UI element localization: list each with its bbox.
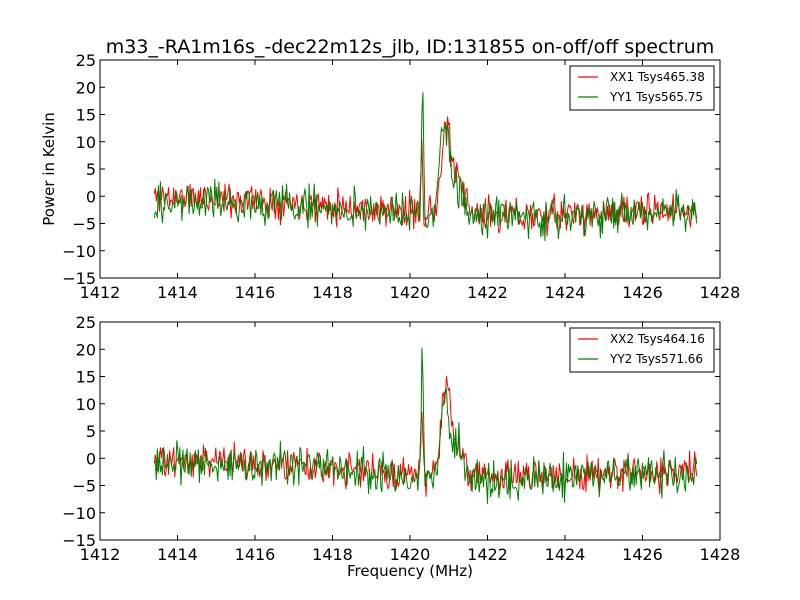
top-legend-box xyxy=(569,65,715,111)
y-tick-label: 15 xyxy=(76,368,96,387)
x-tick-label: 1422 xyxy=(467,545,508,564)
y-tick-label: 15 xyxy=(76,106,96,125)
bottom-spectrum-panel: 1412 1414 1416 1418 1420 1422 1424 1426 1428 −15 −… xyxy=(62,313,740,580)
bottom-legend-box xyxy=(569,327,715,373)
x-tick-label: 1420 xyxy=(390,283,431,302)
y-tick-label: 0 xyxy=(86,187,96,206)
series-line-yy1 xyxy=(153,92,698,242)
y-tick-label: 10 xyxy=(76,133,96,152)
top-legend-label-yy1: YY1 Tsys565.75 xyxy=(609,90,703,104)
bottom-ticks: 1412 1414 1416 1418 1420 1422 1424 1426 1428 −15 −… xyxy=(62,313,740,564)
x-tick-label: 1420 xyxy=(390,545,431,564)
y-tick-label: −5 xyxy=(72,215,96,234)
y-tick-label: 5 xyxy=(86,160,96,179)
bottom-legend-label-xx2: XX2 Tsys464.16 xyxy=(610,332,705,346)
y-tick-label: 25 xyxy=(76,313,96,332)
y-tick-label: 25 xyxy=(76,51,96,70)
x-tick-label: 1418 xyxy=(312,545,353,564)
bottom-plot-lines xyxy=(153,347,698,505)
x-tick-label: 1418 xyxy=(312,283,353,302)
figure-title: m33_-RA1m16s_-dec22m12s_jlb, ID:131855 o… xyxy=(106,36,715,58)
bottom-legend: XX2 Tsys464.16 YY2 Tsys571.66 xyxy=(569,327,715,373)
top-ticks: 1412 1414 1416 1418 1420 1422 1424 1426 1428 −15 −… xyxy=(62,51,740,302)
top-plot-lines xyxy=(153,92,698,242)
top-legend: XX1 Tsys465.38 YY1 Tsys565.75 xyxy=(569,65,715,111)
top-legend-label-xx1: XX1 Tsys465.38 xyxy=(610,70,705,84)
y-tick-label: −15 xyxy=(62,269,96,288)
bottom-x-axis-label: Frequency (MHz) xyxy=(347,562,473,580)
x-tick-label: 1426 xyxy=(622,545,663,564)
y-tick-label: −10 xyxy=(62,242,96,261)
y-tick-label: −10 xyxy=(62,504,96,523)
x-tick-label: 1428 xyxy=(700,283,741,302)
x-tick-label: 1412 xyxy=(80,283,121,302)
top-spectrum-panel: 1412 1414 1416 1418 1420 1422 1424 1426 1428 −15 −… xyxy=(40,51,740,302)
x-tick-label: 1412 xyxy=(80,545,121,564)
series-line-yy2 xyxy=(153,347,698,505)
x-tick-label: 1424 xyxy=(545,545,586,564)
y-tick-label: 20 xyxy=(76,78,96,97)
x-tick-label: 1414 xyxy=(157,545,198,564)
x-tick-label: 1416 xyxy=(235,283,276,302)
x-tick-label: 1416 xyxy=(235,545,276,564)
y-tick-label: 0 xyxy=(86,449,96,468)
x-tick-label: 1424 xyxy=(545,283,586,302)
y-tick-label: 5 xyxy=(86,422,96,441)
bottom-legend-label-yy2: YY2 Tsys571.66 xyxy=(609,352,703,366)
y-tick-label: −15 xyxy=(62,531,96,550)
top-y-axis-label: Power in Kelvin xyxy=(40,112,58,226)
y-tick-label: 10 xyxy=(76,395,96,414)
y-tick-label: 20 xyxy=(76,340,96,359)
x-tick-label: 1414 xyxy=(157,283,198,302)
y-tick-label: −5 xyxy=(72,477,96,496)
x-tick-label: 1428 xyxy=(700,545,741,564)
x-tick-label: 1422 xyxy=(467,283,508,302)
x-tick-label: 1426 xyxy=(622,283,663,302)
